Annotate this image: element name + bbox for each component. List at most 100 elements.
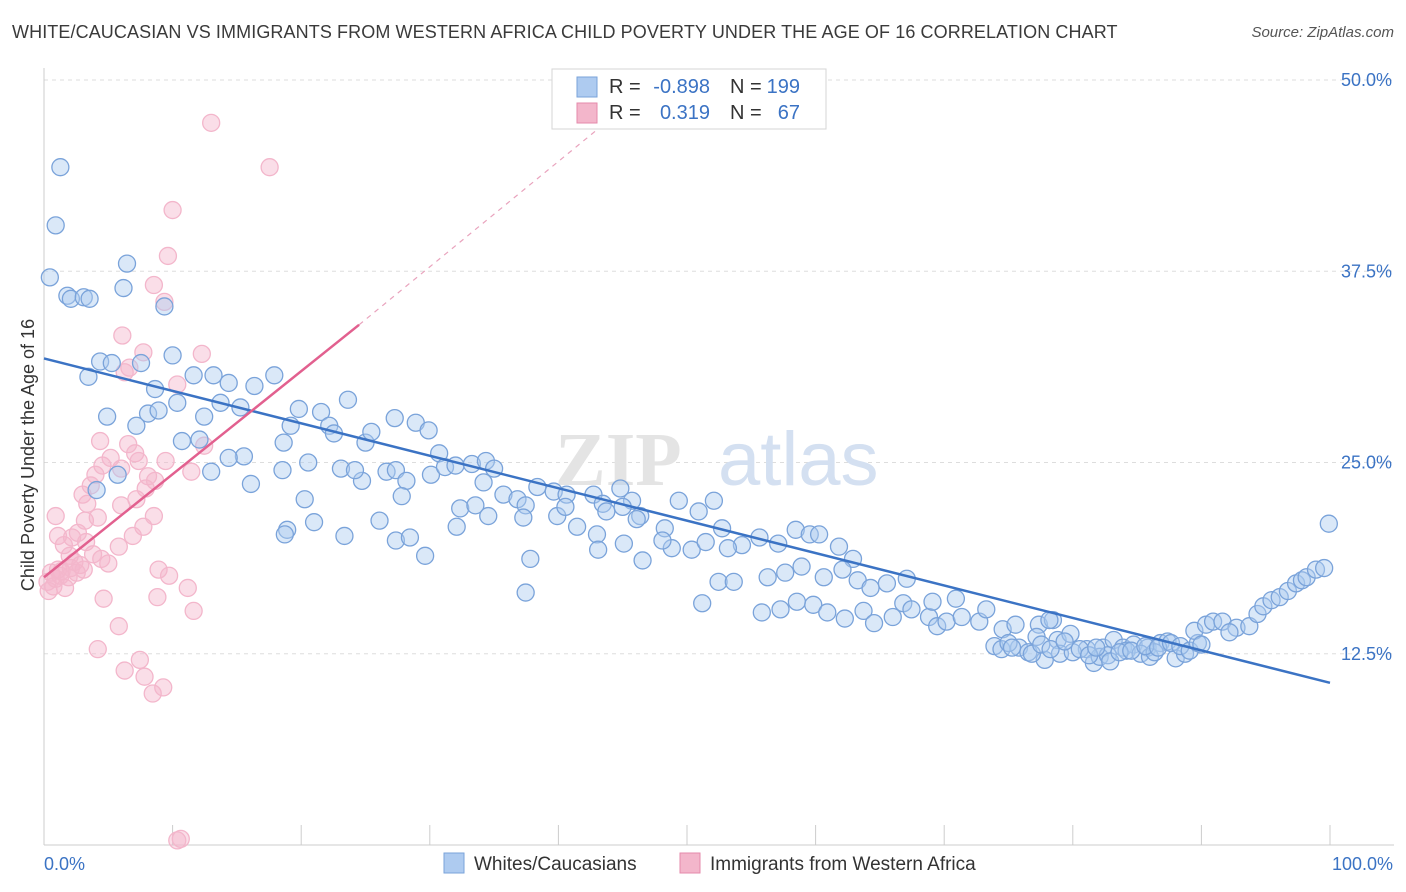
western-africa-point-67 (178, 578, 197, 598)
western-africa-point-69 (154, 678, 173, 697)
whites-point-83 (386, 531, 406, 550)
whites-point-80 (304, 513, 324, 532)
whites-point-105 (682, 540, 701, 559)
whites-point-192 (1122, 641, 1141, 660)
whites-point-137 (864, 614, 884, 633)
whites-point-123 (814, 568, 833, 587)
whites-point-90 (597, 502, 616, 521)
whites-point-48 (241, 474, 261, 494)
whites-point-116 (653, 531, 672, 550)
whites-point-98 (415, 546, 435, 565)
whites-point-87 (556, 497, 575, 517)
whites-point-133 (804, 595, 823, 614)
whites-point-99 (521, 549, 540, 569)
whites-point-121 (776, 563, 795, 582)
western-africa-point-41 (182, 462, 201, 481)
whites-point-135 (835, 609, 854, 628)
whites-point-136 (854, 601, 873, 621)
whites-point-26 (195, 407, 214, 426)
western-africa-point-22 (99, 554, 118, 573)
whites-point-18 (219, 373, 238, 393)
whites-point-77 (611, 479, 630, 498)
whites-point-49 (273, 460, 292, 480)
whites-point-117 (718, 539, 738, 558)
whites-point-94 (669, 491, 688, 510)
western-africa-point-76 (260, 158, 279, 177)
western-africa-point-8 (55, 578, 75, 598)
western-africa-point-63 (109, 617, 128, 636)
whites-point-34 (172, 431, 192, 451)
whites-point-130 (752, 603, 771, 622)
whites-point-144 (952, 607, 971, 627)
whites-point-12 (131, 353, 151, 373)
whites-point-102 (627, 509, 646, 529)
whites-point-43 (385, 408, 404, 428)
western-africa-point-40 (156, 451, 175, 471)
whites-point-95 (689, 502, 708, 521)
western-africa-point-29 (62, 528, 82, 547)
whites-point-1 (46, 216, 65, 235)
whites-point-111 (786, 520, 805, 539)
whites-point-64 (345, 460, 365, 480)
whites-point-81 (335, 526, 354, 546)
western-africa-point-52 (120, 358, 139, 377)
western-africa-point-66 (159, 566, 179, 585)
western-africa-point-64 (130, 650, 150, 670)
whites-point-19 (245, 376, 264, 396)
whites-point-114 (829, 537, 849, 556)
y-tick-label-2: 37.5% (1341, 261, 1392, 281)
legend-r-value-1: -0.898 (653, 76, 710, 98)
whites-point-183 (1022, 644, 1042, 663)
western-africa-point-59 (158, 246, 178, 266)
whites-point-8 (155, 297, 174, 316)
whites-point-189 (1087, 638, 1106, 657)
bottom-legend-swatch-blue (443, 852, 465, 874)
whites-point-214 (1297, 568, 1316, 587)
whites-point-124 (833, 560, 852, 579)
whites-point-20 (265, 366, 284, 385)
western-africa-point-60 (163, 200, 182, 220)
whites-point-146 (977, 600, 996, 619)
western-africa-point-44 (119, 434, 138, 454)
whites-point-143 (937, 612, 956, 631)
bottom-legend-whites: Whites/Caucasians (474, 854, 637, 875)
whites-point-182 (1002, 638, 1022, 657)
western-africa-point-15 (48, 526, 68, 546)
western-africa-point-70 (135, 667, 154, 686)
whites-point-6 (80, 289, 99, 308)
whites-point-202 (1203, 612, 1223, 631)
whites-point-88 (567, 517, 587, 536)
y-tick-label-1: 25.0% (1341, 453, 1392, 473)
whites-point-119 (724, 572, 743, 591)
whites-point-33 (338, 390, 358, 409)
western-africa-point-61 (202, 113, 221, 132)
western-africa-point-47 (88, 508, 107, 527)
western-africa-point-26 (144, 506, 164, 526)
whites-point-35 (190, 430, 209, 449)
whites-point-122 (792, 557, 811, 576)
gridlines (44, 79, 1394, 655)
whites-point-47 (202, 462, 221, 481)
whites-point-17 (204, 366, 223, 385)
whites-point-104 (662, 539, 681, 558)
whites-point-30 (289, 399, 309, 419)
whites-point-11 (102, 353, 121, 373)
whites-point-42 (362, 422, 381, 442)
whites-point-103 (633, 551, 652, 570)
x-tick-labels: 0.0% 100.0% (44, 854, 1393, 874)
whites-point-216 (1315, 558, 1334, 578)
whites-point-127 (877, 574, 897, 593)
whites-point-24 (149, 401, 168, 420)
whites-point-14 (79, 367, 98, 386)
x-tick-label-1: 100.0% (1332, 854, 1393, 874)
whites-point-120 (758, 568, 777, 587)
whites-point-25 (168, 393, 187, 412)
whites-point-185 (1041, 640, 1060, 659)
y-tick-label-0: 12.5% (1341, 644, 1392, 664)
whites-point-54 (397, 471, 416, 491)
legend-n-value-1: 199 (767, 76, 800, 98)
whites-point-55 (421, 465, 441, 484)
whites-point-138 (883, 607, 902, 627)
whites-point-142 (928, 617, 947, 636)
legend: R = -0.898 N = 199 R = 0.319 N = 67 (551, 68, 827, 130)
